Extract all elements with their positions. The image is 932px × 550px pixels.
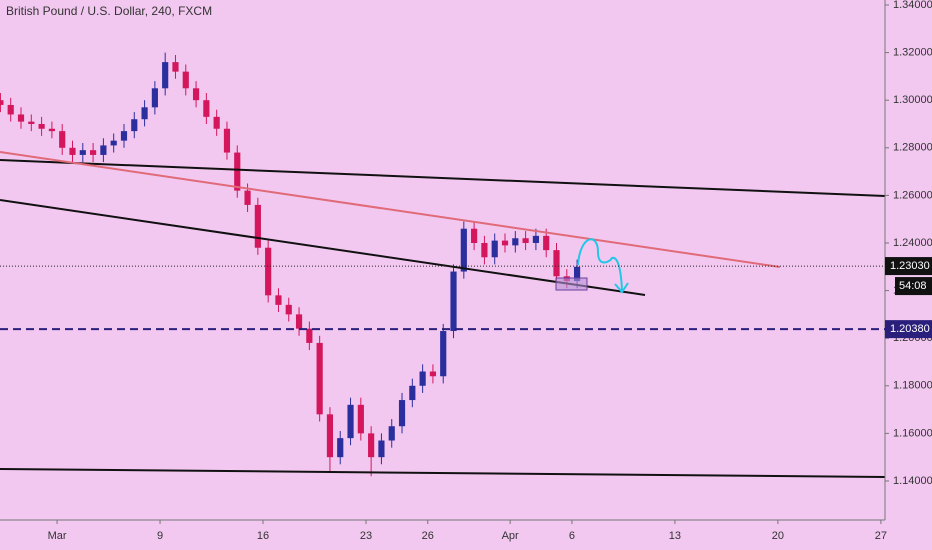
candle-body bbox=[409, 385, 416, 401]
candle-body bbox=[223, 128, 231, 153]
candle-body bbox=[162, 62, 169, 89]
candle-body bbox=[285, 304, 292, 315]
candle-body bbox=[141, 107, 148, 120]
candle-body bbox=[254, 204, 261, 248]
trend-line bbox=[0, 151, 781, 268]
candle-body bbox=[203, 100, 210, 117]
candle-body bbox=[192, 88, 200, 101]
last-price-label: 1.23030 bbox=[890, 260, 930, 272]
candle-body bbox=[378, 440, 385, 458]
candle-body bbox=[38, 123, 45, 129]
trend-line bbox=[0, 199, 646, 296]
candle-body bbox=[100, 145, 107, 155]
candle-body bbox=[357, 404, 364, 434]
projection-arrow bbox=[577, 238, 623, 291]
x-tick-label: Apr bbox=[502, 530, 519, 542]
candle-body bbox=[522, 238, 529, 243]
x-tick-label: 6 bbox=[569, 530, 575, 542]
x-tick-label: 16 bbox=[257, 530, 269, 542]
candle-body bbox=[244, 190, 251, 205]
y-tick-label: 1.14000 bbox=[893, 475, 932, 487]
candle-body bbox=[440, 331, 447, 377]
candle-body bbox=[182, 71, 189, 89]
candle-body bbox=[59, 131, 66, 148]
candle-body bbox=[275, 295, 282, 305]
candle-body bbox=[172, 62, 179, 72]
candle-body bbox=[471, 228, 478, 243]
candle-body bbox=[543, 235, 550, 251]
candle-body bbox=[265, 247, 272, 296]
x-tick-label: 20 bbox=[772, 530, 784, 542]
y-tick-label: 1.16000 bbox=[893, 427, 932, 439]
candle-body bbox=[69, 147, 76, 155]
last-price-box bbox=[885, 257, 932, 276]
candle-body bbox=[512, 238, 519, 246]
y-tick-label: 1.28000 bbox=[893, 142, 932, 154]
candle-body bbox=[481, 242, 488, 258]
candle-body bbox=[110, 140, 117, 146]
highlight-box bbox=[555, 277, 588, 291]
y-tick-label: 1.26000 bbox=[893, 189, 932, 201]
candle-body bbox=[79, 150, 86, 155]
candle-body bbox=[398, 400, 406, 427]
trend-line bbox=[0, 468, 886, 478]
candle-body bbox=[48, 128, 55, 132]
y-tick-label: 1.24000 bbox=[893, 237, 932, 249]
y-tick-label: 1.32000 bbox=[893, 47, 932, 59]
candle-body bbox=[326, 414, 334, 458]
candle-body bbox=[337, 438, 344, 458]
candle-body bbox=[17, 114, 25, 122]
trend-line bbox=[0, 159, 886, 197]
candle-body bbox=[131, 119, 138, 132]
drawings bbox=[0, 151, 886, 478]
x-tick-label: 9 bbox=[157, 530, 163, 542]
y-tick-label: 1.30000 bbox=[893, 94, 932, 106]
candle-body bbox=[532, 235, 539, 243]
x-tick-label: 27 bbox=[875, 530, 887, 542]
countdown-label: 54:08 bbox=[899, 280, 927, 292]
y-tick-label: 1.18000 bbox=[893, 380, 932, 392]
level-label-box bbox=[885, 320, 932, 339]
x-tick-label: 23 bbox=[360, 530, 372, 542]
x-tick-label: 13 bbox=[669, 530, 681, 542]
candle-body bbox=[429, 371, 437, 377]
x-tick-label: Mar bbox=[48, 530, 67, 542]
candle-body bbox=[306, 328, 313, 343]
candle-body bbox=[450, 271, 457, 332]
candle-body bbox=[0, 100, 4, 105]
candle-body bbox=[316, 342, 323, 415]
candle-body bbox=[388, 426, 395, 441]
candle-body bbox=[574, 266, 581, 282]
arrow-head bbox=[614, 282, 629, 294]
y-tick-label: 1.34000 bbox=[893, 0, 932, 11]
candle-body bbox=[151, 88, 158, 108]
candle-body bbox=[491, 240, 498, 258]
candle-body bbox=[295, 314, 303, 329]
candle-body bbox=[347, 404, 354, 439]
candle-body bbox=[234, 152, 241, 191]
candle-body bbox=[553, 250, 560, 277]
candle-body bbox=[213, 116, 220, 129]
level-label: 1.20380 bbox=[890, 323, 930, 335]
x-tick-label: 26 bbox=[422, 530, 434, 542]
candle-body bbox=[419, 371, 426, 386]
candle-body bbox=[120, 131, 128, 141]
countdown-box bbox=[895, 277, 932, 296]
chart-title: British Pound / U.S. Dollar, 240, FXCM bbox=[6, 4, 212, 18]
candle-body bbox=[28, 121, 35, 124]
candle-body bbox=[501, 240, 509, 246]
candle-body bbox=[90, 150, 97, 155]
candle-body bbox=[368, 433, 375, 458]
candle-body bbox=[460, 228, 467, 272]
candle-body bbox=[7, 104, 14, 115]
